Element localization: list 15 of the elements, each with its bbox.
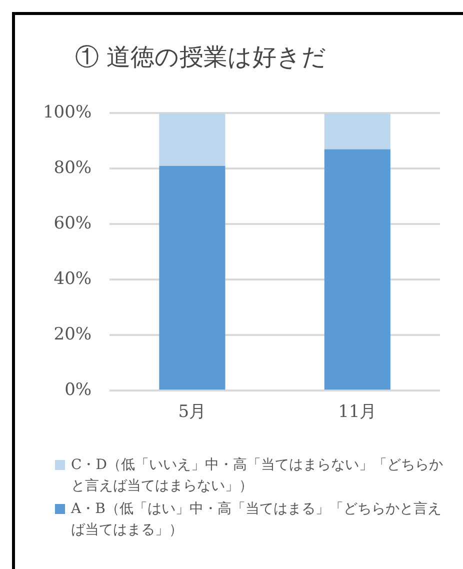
x-tick-label: 5月 — [178, 402, 206, 422]
x-tick-label: 11月 — [338, 402, 377, 422]
legend-label: A・B（低「はい」中・高「当てはまる」「どちらかと言えば当てはまる」） — [71, 500, 442, 540]
y-tick-label: 80% — [54, 158, 92, 178]
bar — [159, 113, 226, 166]
chart-title: ① 道徳の授業は好きだ — [75, 42, 327, 73]
y-tick-label: 60% — [54, 214, 92, 234]
bar — [324, 113, 390, 150]
y-tick-label: 0% — [64, 380, 92, 400]
y-tick-label: 100% — [42, 102, 92, 123]
y-tick-label: 20% — [54, 324, 92, 345]
legend-label: C・D（低「いいえ」中・高「当てはまらない」「どちらかと言えば当てはまらない」） — [71, 456, 444, 496]
y-tick-label: 40% — [54, 269, 92, 290]
bar — [159, 166, 226, 390]
bar — [324, 149, 390, 390]
